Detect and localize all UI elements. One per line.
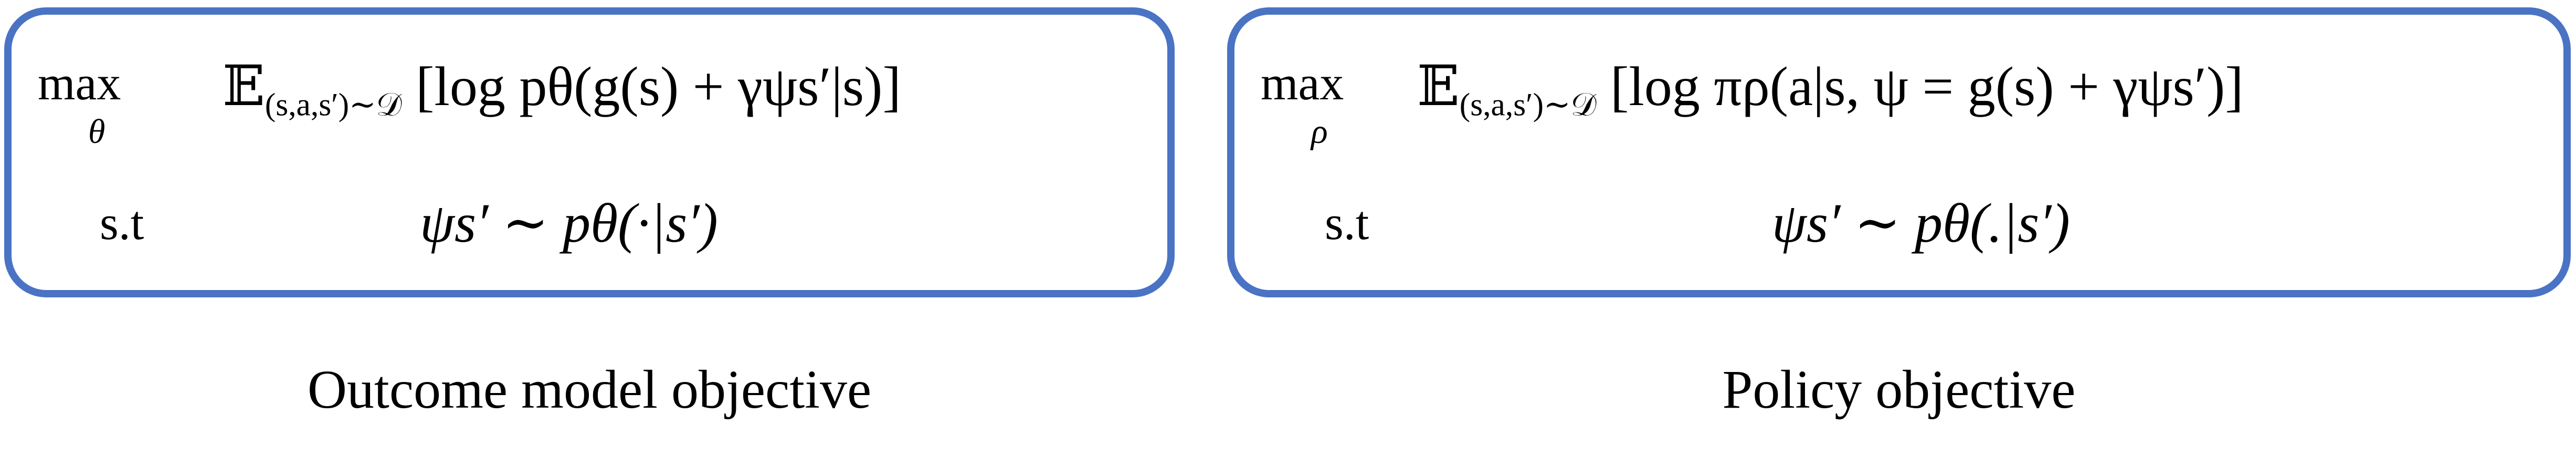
expectation-subscript-right: (s,a,s′)∼𝒟 bbox=[1459, 87, 1597, 123]
expectation-subscript-left: (s,a,s′)∼𝒟 bbox=[265, 87, 402, 123]
max-operator-right: max bbox=[1261, 56, 1344, 110]
max-subscript-rho: ρ bbox=[1311, 112, 1328, 151]
outcome-constraint-expression: ψs′ ∼ pθ(·|s′) bbox=[420, 192, 718, 254]
policy-objective-caption: Policy objective bbox=[1722, 359, 2076, 420]
constraint-label-right: s.t bbox=[1325, 196, 1369, 250]
expectation-symbol-left: 𝔼 bbox=[223, 56, 265, 117]
outcome-objective-expression: 𝔼(s,a,s′)∼𝒟 [log pθ(g(s) + γψs′|s)] bbox=[223, 56, 901, 121]
policy-objective-body: [log πρ(a|s, ψ = g(s) + γψs′)] bbox=[1610, 56, 2244, 117]
constraint-label-left: s.t bbox=[100, 196, 144, 250]
policy-objective-expression: 𝔼(s,a,s′)∼𝒟 [log πρ(a|s, ψ = g(s) + γψs′… bbox=[1417, 56, 2244, 121]
outcome-model-objective-panel bbox=[4, 7, 1175, 297]
max-operator-left: max bbox=[38, 56, 121, 110]
outcome-objective-body: [log pθ(g(s) + γψs′|s)] bbox=[416, 56, 901, 117]
expectation-symbol-right: 𝔼 bbox=[1417, 56, 1460, 117]
max-subscript-theta: θ bbox=[88, 112, 105, 151]
outcome-model-caption: Outcome model objective bbox=[307, 359, 872, 420]
policy-objective-panel bbox=[1227, 7, 2571, 297]
policy-constraint-expression: ψs′ ∼ pθ(.|s′) bbox=[1772, 192, 2070, 254]
